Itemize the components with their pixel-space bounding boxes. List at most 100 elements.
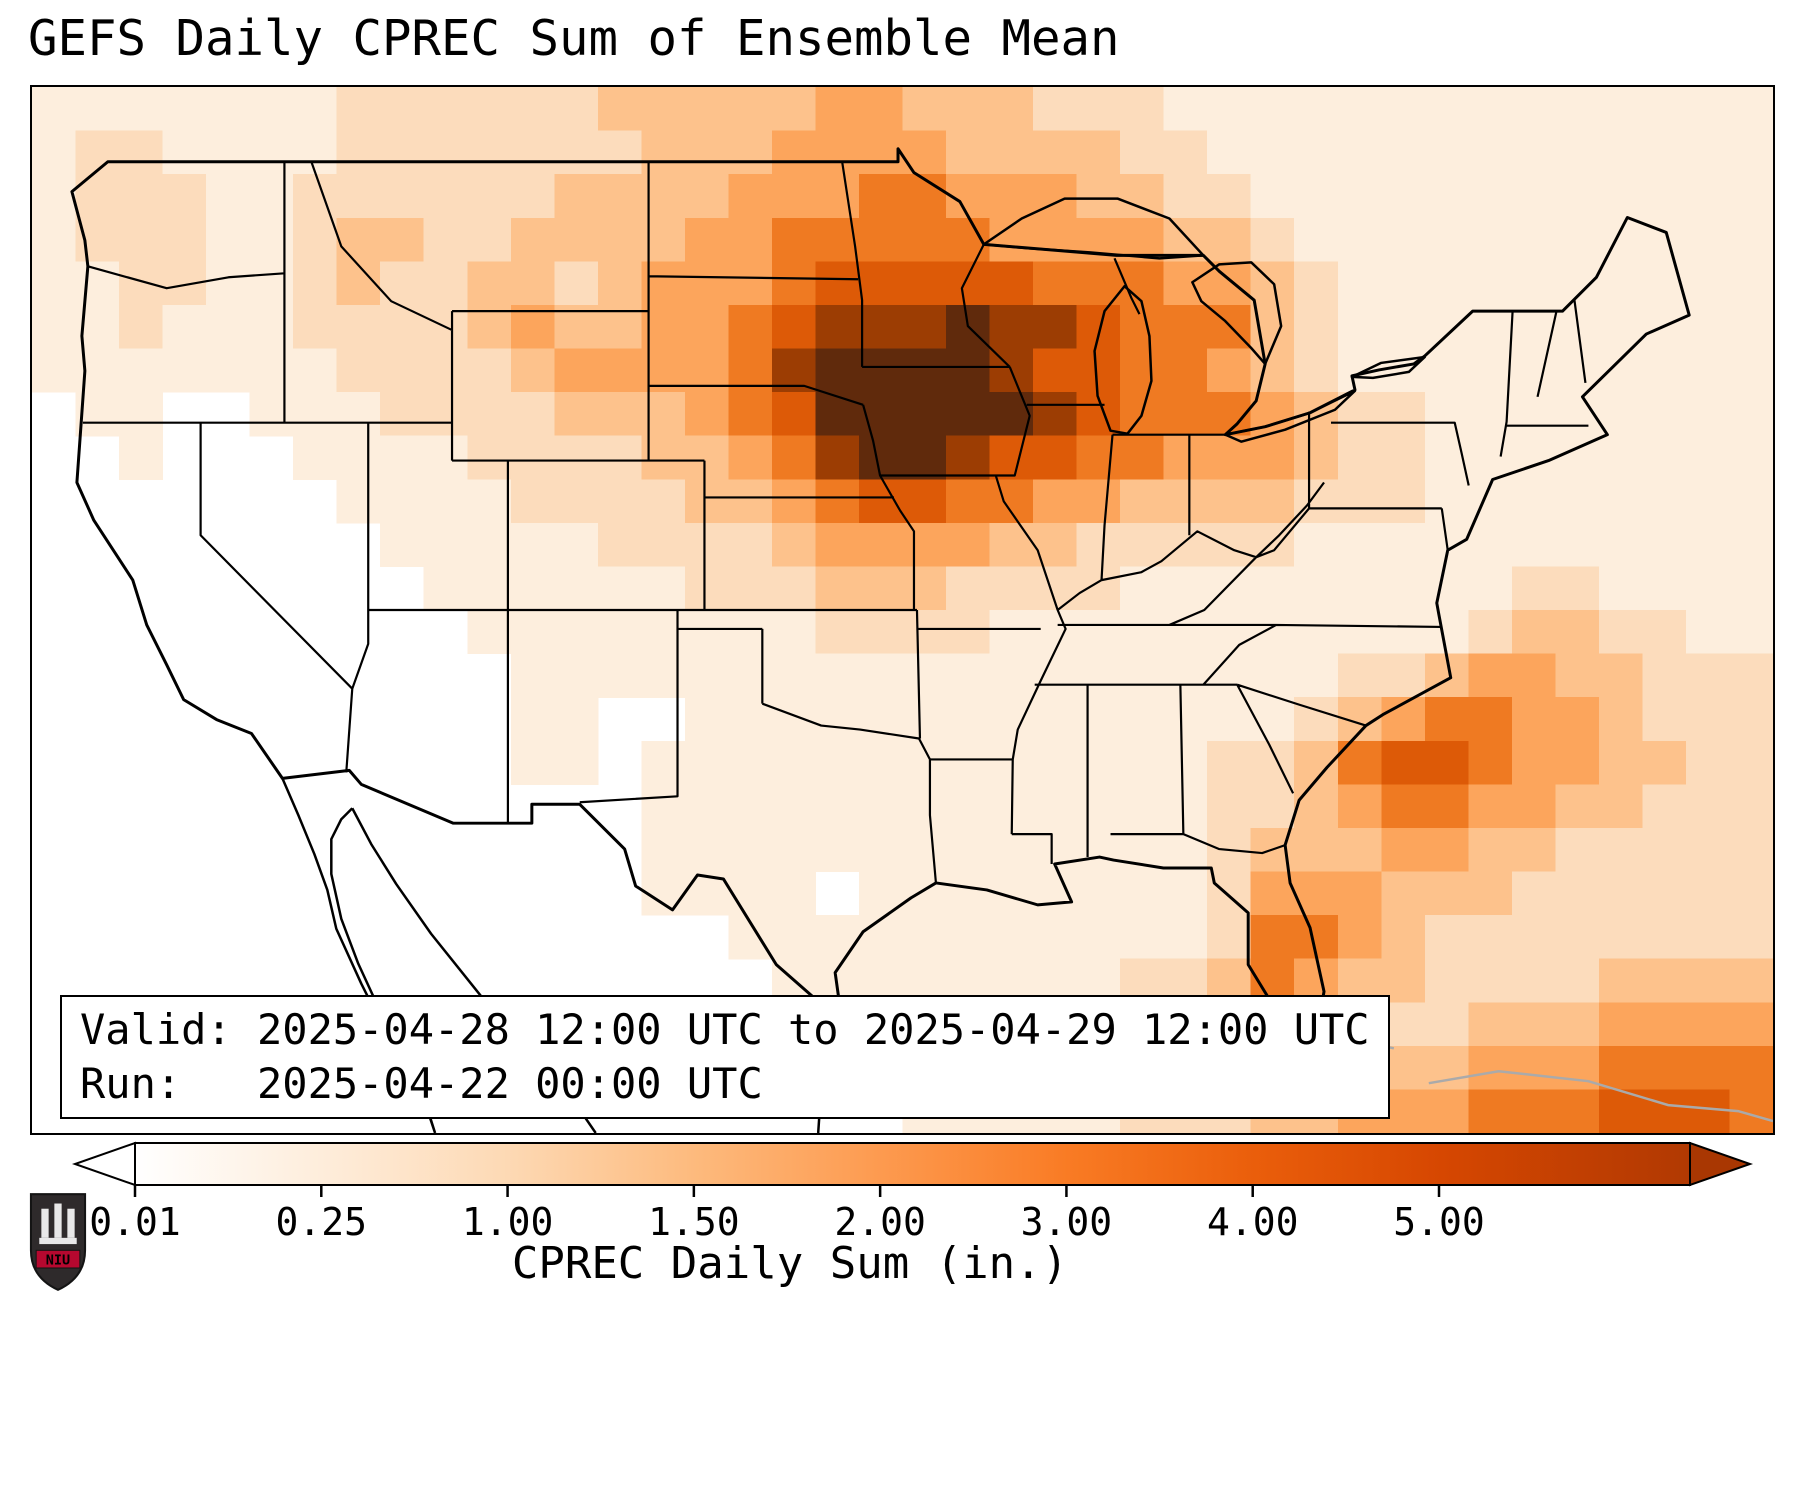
colorbar-tick-label: 2.00 xyxy=(834,1200,926,1240)
precip-cell xyxy=(1685,435,1731,480)
precip-cell xyxy=(1294,87,1339,132)
colorbar-tick-label: 1.00 xyxy=(462,1200,554,1240)
precip-cell xyxy=(771,610,817,655)
precip-cell xyxy=(1598,697,1644,742)
precip-cell xyxy=(1337,915,1382,960)
precip-cell xyxy=(989,827,1034,873)
precip-cell xyxy=(1685,1002,1731,1047)
precip-cell xyxy=(1076,697,1121,742)
precip-cell xyxy=(989,522,1034,568)
precip-cell xyxy=(902,392,947,437)
precip-cell xyxy=(597,87,642,132)
precip-cell xyxy=(1294,697,1339,742)
precip-cell xyxy=(1033,653,1078,698)
precip-cell xyxy=(946,435,991,480)
precip-cell xyxy=(1294,784,1339,829)
precip-cell xyxy=(1729,87,1773,132)
precip-cell xyxy=(989,435,1034,480)
precip-cell xyxy=(467,261,512,306)
precip-cell xyxy=(1468,1089,1513,1133)
precip-cell xyxy=(1381,348,1426,393)
precip-cell xyxy=(1555,697,1600,742)
precip-cell xyxy=(728,522,773,568)
precip-cell xyxy=(815,435,860,480)
precip-cell xyxy=(380,435,425,480)
precip-cell xyxy=(1076,479,1121,524)
precip-cell xyxy=(684,566,730,611)
precip-cell xyxy=(1337,304,1382,350)
precip-cell xyxy=(336,479,381,524)
precip-cell xyxy=(32,348,77,393)
precip-cell xyxy=(1642,653,1687,698)
precip-cell xyxy=(1598,522,1644,568)
precip-cell xyxy=(1337,610,1382,655)
precip-cell xyxy=(119,87,164,132)
precip-cell xyxy=(728,304,773,350)
precip-cell xyxy=(641,566,686,611)
precip-cell xyxy=(1468,653,1513,698)
precip-cell xyxy=(1511,348,1556,393)
precip-cell xyxy=(684,130,730,175)
precip-cell xyxy=(1163,871,1208,916)
precip-cell xyxy=(249,87,294,132)
precip-cell xyxy=(1642,479,1687,524)
precip-cell xyxy=(423,217,468,262)
precip-cell xyxy=(1468,130,1513,175)
precip-cell xyxy=(1033,87,1078,132)
precip-cell xyxy=(1685,653,1731,698)
precip-cell xyxy=(1163,653,1208,698)
precip-cell xyxy=(510,392,555,437)
precip-cell xyxy=(119,174,164,219)
precip-cell xyxy=(510,610,555,655)
precip-cell xyxy=(380,174,425,219)
precip-cell xyxy=(641,827,686,873)
precip-cell xyxy=(206,130,251,175)
precip-cell xyxy=(1424,1002,1469,1047)
precip-cell xyxy=(1207,915,1252,960)
precip-cell xyxy=(467,348,512,393)
precip-cell xyxy=(902,697,947,742)
precip-cell xyxy=(858,827,904,873)
precip-cell xyxy=(1468,435,1513,480)
precip-cell xyxy=(1598,1089,1644,1133)
precip-cell xyxy=(597,348,642,393)
precip-cell xyxy=(380,217,425,262)
precip-cell xyxy=(1424,87,1469,132)
precip-cell xyxy=(597,435,642,480)
precip-cell xyxy=(293,87,338,132)
precip-cell xyxy=(1468,610,1513,655)
precip-cell xyxy=(815,348,860,393)
precip-cell xyxy=(1120,522,1165,568)
precip-cell xyxy=(1163,392,1208,437)
precip-cell xyxy=(1381,522,1426,568)
precip-cell xyxy=(1729,392,1773,437)
precip-cell xyxy=(206,174,251,219)
precip-cell xyxy=(1555,261,1600,306)
precip-cell xyxy=(684,697,730,742)
precip-cell xyxy=(293,130,338,175)
precip-cell xyxy=(1468,697,1513,742)
precip-cell xyxy=(1207,435,1252,480)
precip-cell xyxy=(1294,348,1339,393)
precip-cell xyxy=(1642,566,1687,611)
run-time-line: Run: 2025-04-22 00:00 UTC xyxy=(80,1059,763,1108)
precip-cell xyxy=(902,784,947,829)
precip-cell xyxy=(1468,827,1513,873)
precip-cell xyxy=(858,610,904,655)
precip-cell xyxy=(858,784,904,829)
precip-cell xyxy=(554,610,599,655)
precip-cell xyxy=(1511,261,1556,306)
precip-cell xyxy=(684,304,730,350)
precip-cell xyxy=(1424,610,1469,655)
precip-cell xyxy=(1468,566,1513,611)
precip-cell xyxy=(1685,348,1731,393)
precip-cell xyxy=(510,174,555,219)
precip-cell xyxy=(1033,522,1078,568)
precip-cell xyxy=(554,130,599,175)
precip-cell xyxy=(946,348,991,393)
precip-cell xyxy=(1033,915,1078,960)
colorbar-gradient-bar xyxy=(134,1142,1691,1186)
precip-cell xyxy=(1555,871,1600,916)
precip-cell xyxy=(771,915,817,960)
precip-cell xyxy=(1598,827,1644,873)
